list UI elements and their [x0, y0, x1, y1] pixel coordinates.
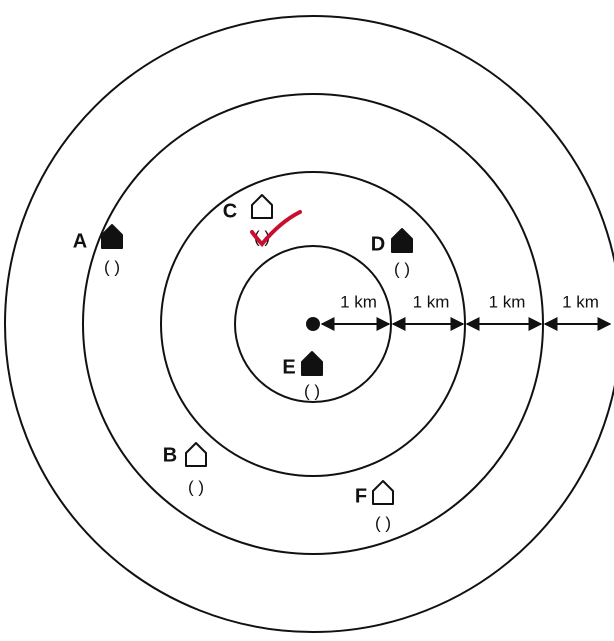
- point-label: C: [223, 200, 237, 222]
- point-label: F: [355, 485, 367, 507]
- answer-bracket: ( ): [104, 257, 120, 276]
- answer-bracket: ( ): [375, 513, 391, 532]
- distance-label: 1 km: [489, 292, 526, 311]
- point-label: B: [163, 444, 177, 466]
- point-label: A: [73, 230, 87, 252]
- house-icon: [301, 351, 323, 376]
- ring: [82, 93, 544, 555]
- distance-label: 1 km: [562, 292, 599, 311]
- distance-label: 1 km: [413, 292, 450, 311]
- ring: [234, 245, 392, 403]
- house-icon: [391, 228, 413, 253]
- ring: [160, 171, 466, 477]
- answer-bracket: ( ): [394, 259, 410, 278]
- distance-label: 1 km: [340, 292, 377, 311]
- center-dot: [306, 317, 320, 331]
- ring: [4, 15, 614, 633]
- house-icon: [185, 442, 207, 467]
- check-mark: [250, 210, 302, 247]
- house-icon: [372, 480, 394, 505]
- point-label: D: [371, 233, 385, 255]
- point-label: E: [282, 356, 295, 378]
- rings: [4, 15, 614, 633]
- answer-bracket: ( ): [188, 477, 204, 496]
- house-icon: [251, 194, 273, 219]
- answer-bracket: ( ): [304, 381, 320, 400]
- house-icon: [101, 224, 123, 249]
